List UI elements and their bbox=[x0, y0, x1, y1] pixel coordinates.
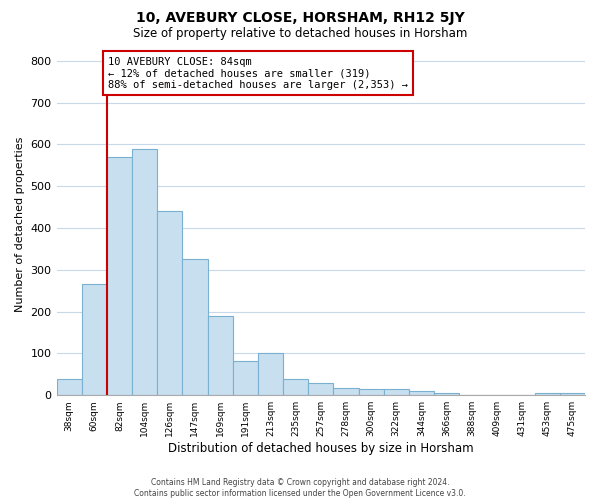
X-axis label: Distribution of detached houses by size in Horsham: Distribution of detached houses by size … bbox=[168, 442, 473, 455]
Bar bbox=[258, 354, 283, 395]
Y-axis label: Number of detached properties: Number of detached properties bbox=[15, 136, 25, 312]
Bar bbox=[132, 148, 157, 395]
Text: 10, AVEBURY CLOSE, HORSHAM, RH12 5JY: 10, AVEBURY CLOSE, HORSHAM, RH12 5JY bbox=[136, 11, 464, 25]
Bar bbox=[359, 389, 383, 395]
Bar bbox=[308, 382, 334, 395]
Bar bbox=[182, 260, 208, 395]
Bar bbox=[283, 380, 308, 395]
Bar bbox=[409, 391, 434, 395]
Bar bbox=[334, 388, 359, 395]
Bar bbox=[107, 157, 132, 395]
Bar bbox=[82, 284, 107, 395]
Bar bbox=[56, 380, 82, 395]
Bar bbox=[434, 393, 459, 395]
Bar bbox=[383, 389, 409, 395]
Bar bbox=[208, 316, 233, 395]
Bar bbox=[535, 393, 560, 395]
Bar bbox=[233, 361, 258, 395]
Bar bbox=[157, 212, 182, 395]
Text: Contains HM Land Registry data © Crown copyright and database right 2024.
Contai: Contains HM Land Registry data © Crown c… bbox=[134, 478, 466, 498]
Bar bbox=[560, 393, 585, 395]
Text: 10 AVEBURY CLOSE: 84sqm
← 12% of detached houses are smaller (319)
88% of semi-d: 10 AVEBURY CLOSE: 84sqm ← 12% of detache… bbox=[108, 56, 408, 90]
Text: Size of property relative to detached houses in Horsham: Size of property relative to detached ho… bbox=[133, 28, 467, 40]
